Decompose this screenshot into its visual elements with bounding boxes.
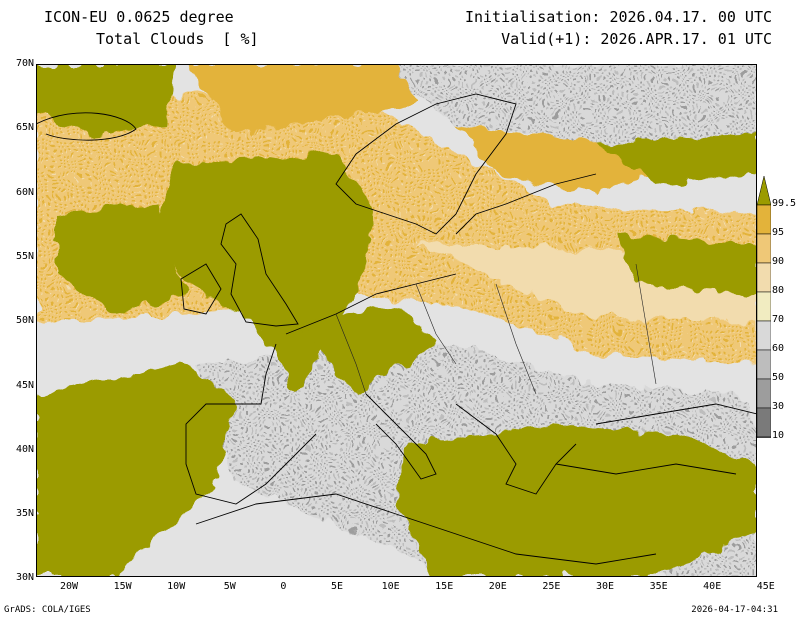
lon-label: 40E [703,581,722,592]
lon-label: 5E [330,581,344,592]
coastline-north-africa [195,493,657,565]
colorbar-level-label: 80 [772,285,785,296]
colorbar-level-label: 90 [772,256,785,267]
coastline-turkey [555,463,737,475]
lon-label: 15E [435,581,454,592]
coastline-iberia [185,343,317,505]
overcast-france [296,304,436,394]
colorbar-segment [757,204,771,235]
colorbar-level-label: 30 [772,401,785,412]
overcast-nw [36,64,176,134]
colorbar-level-label: 70 [772,314,785,325]
coastline-black-sea [595,403,757,425]
coastline-great-britain [220,213,299,327]
footer-right: 2026-04-17-04:31 [691,605,778,615]
lon-label: 25E [542,581,561,592]
lat-label: 50N [15,315,34,327]
coastline-italy [365,393,437,480]
coastline-ireland [180,263,222,315]
coastline-iceland [36,112,137,141]
overcast-iberia-west [36,364,236,577]
lat-label: 40N [15,443,34,455]
colorbar-segment [757,320,771,351]
lat-label: 30N [15,572,34,584]
coastlines [36,93,757,565]
border-germany-poland [415,283,457,365]
colorbar-segment [757,436,771,438]
colorbar-segment [757,291,771,322]
border-russia [635,263,657,385]
lon-label: 0 [280,581,287,592]
lat-label: 45N [15,379,34,391]
overcast-russia [616,234,757,294]
cloud-fields [36,64,757,577]
lon-label: 5W [223,581,236,592]
lat-label: 65N [15,122,34,134]
colorbar [757,176,771,438]
lat-label: 70N [15,58,34,69]
init-time: Initialisation: 2026.04.17. 00 UTC [464,8,772,26]
coastline-scandinavia [335,93,517,235]
lat-label: 35N [15,508,34,520]
map-frame [36,64,757,577]
colorbar-segment [757,378,771,409]
lon-label: 15W [113,581,132,592]
colorbar-segment [757,407,771,438]
variable-title: Total Clouds [ %] [96,30,259,48]
colorbar-level-label: 95 [772,227,785,238]
colorbar-level-label: 50 [772,372,785,383]
colorbar-segment [757,233,771,264]
lat-label: 60N [15,186,34,198]
cloud-map [36,64,757,577]
model-title: ICON-EU 0.0625 degree [44,8,234,26]
colorbar-level-label: 99.5 [772,198,797,209]
valid-time: Valid(+1): 2026.APR.17. 01 UTC [501,30,772,48]
colorbar-level-label: 60 [772,343,785,354]
coastline-baltic [455,173,597,235]
lon-label: 10W [167,581,186,592]
lon-label: 20E [488,581,507,592]
lon-label: 35E [649,581,668,592]
colorbar-level-label: 10 [772,430,785,441]
lon-label: 20W [59,581,79,592]
colorbar-segment [757,262,771,293]
borders [335,263,657,395]
coastline-north-sea [285,273,457,335]
lat-label: 55N [15,250,34,262]
lon-label: 10E [381,581,400,592]
border-france-germany [335,313,367,395]
colorbar-segment [757,176,771,206]
colorbar-segment [757,349,771,380]
border-ukraine [495,283,537,395]
orange-cloud-north [186,64,416,134]
lon-label: 45E [756,581,775,592]
overcast-north-russia [596,134,757,184]
overcast-atlantic-low [56,204,186,314]
overcast-east-med [396,424,757,577]
lon-label: 30E [595,581,615,592]
footer-left: GrADS: COLA/IGES [4,605,91,615]
orange-cloud-scandinavia [456,124,656,194]
